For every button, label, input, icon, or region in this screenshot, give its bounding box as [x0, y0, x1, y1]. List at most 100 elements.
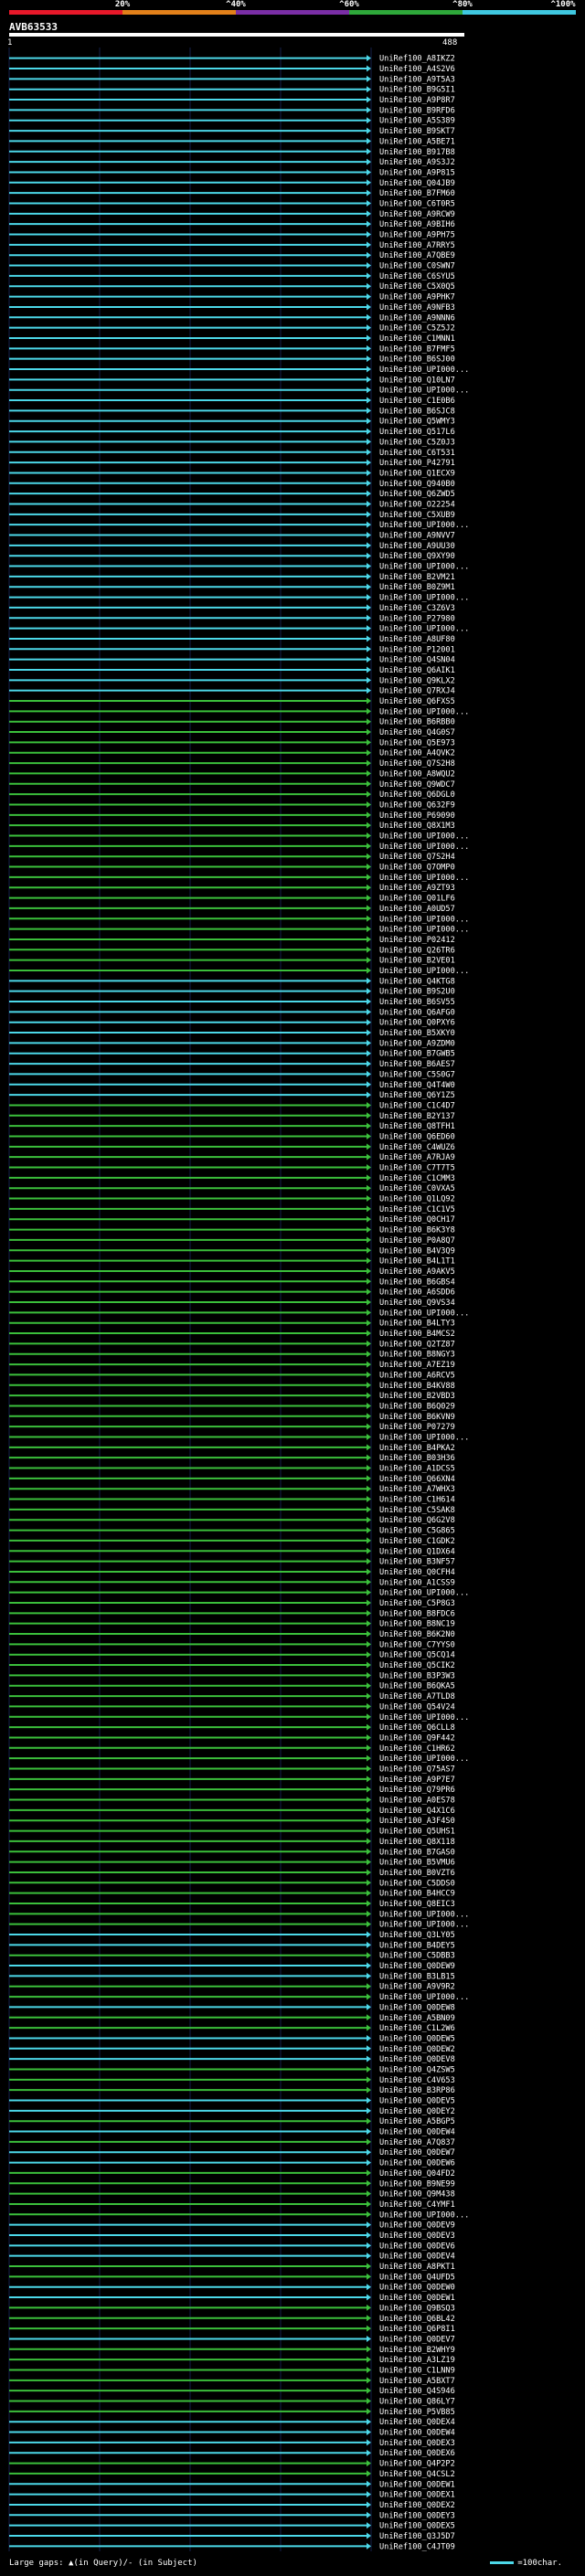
hit-label[interactable]: UniRef100_A9ZDM0	[379, 1039, 455, 1048]
hit-label[interactable]: UniRef100_B6SJ00	[379, 355, 455, 365]
hit-label[interactable]: UniRef100_UPI000...	[379, 874, 469, 883]
hit-label[interactable]: UniRef100_Q4UFD5	[379, 2273, 455, 2282]
hit-label[interactable]: UniRef100_Q0DEX6	[379, 2449, 455, 2458]
hit-label[interactable]: UniRef100_Q4X1C6	[379, 1807, 455, 1816]
hit-label[interactable]: UniRef100_O22254	[379, 500, 455, 509]
hit-label[interactable]: UniRef100_C1C4D7	[379, 1101, 455, 1110]
hit-label[interactable]: UniRef100_UPI000...	[379, 366, 469, 375]
hit-label[interactable]: UniRef100_B6Q029	[379, 1402, 455, 1411]
hit-label[interactable]: UniRef100_B6K2N0	[379, 1630, 455, 1639]
hit-label[interactable]: UniRef100_UPI000...	[379, 594, 469, 603]
hit-label[interactable]: UniRef100_Q0DEW9	[379, 1962, 455, 1971]
hit-label[interactable]: UniRef100_Q0DEW7	[379, 2148, 455, 2157]
hit-label[interactable]: UniRef100_B3P3W3	[379, 1671, 455, 1680]
hit-label[interactable]: UniRef100_A5S389	[379, 117, 455, 126]
hit-label[interactable]: UniRef100_Q9BSQ3	[379, 2304, 455, 2313]
hit-label[interactable]: UniRef100_B8NC19	[379, 1620, 455, 1629]
hit-label[interactable]: UniRef100_A9ZT93	[379, 884, 455, 893]
hit-label[interactable]: UniRef100_Q5WMY3	[379, 418, 455, 427]
hit-label[interactable]: UniRef100_Q6BL42	[379, 2315, 455, 2324]
hit-label[interactable]: UniRef100_B4LTY3	[379, 1320, 455, 1329]
hit-label[interactable]: UniRef100_Q0DEX4	[379, 2418, 455, 2427]
hit-label[interactable]: UniRef100_Q6Y1Z5	[379, 1091, 455, 1100]
hit-label[interactable]: UniRef100_Q8X118	[379, 1838, 455, 1847]
hit-label[interactable]: UniRef100_Q0DEW2	[379, 2045, 455, 2054]
hit-label[interactable]: UniRef100_B7FM60	[379, 189, 455, 198]
hit-label[interactable]: UniRef100_UPI000...	[379, 1921, 469, 1930]
hit-label[interactable]: UniRef100_C5S0G7	[379, 1070, 455, 1079]
hit-label[interactable]: UniRef100_Q0CFH4	[379, 1568, 455, 1577]
hit-label[interactable]: UniRef100_B6KVN9	[379, 1413, 455, 1422]
hit-label[interactable]: UniRef100_UPI000...	[379, 387, 469, 396]
hit-label[interactable]: UniRef100_B2Y137	[379, 1112, 455, 1121]
hit-label[interactable]: UniRef100_Q8X1M3	[379, 822, 455, 831]
hit-label[interactable]: UniRef100_Q6AFG0	[379, 1008, 455, 1017]
hit-label[interactable]: UniRef100_Q6ED60	[379, 1132, 455, 1141]
hit-label[interactable]: UniRef100_A1DCS5	[379, 1465, 455, 1474]
hit-label[interactable]: UniRef100_UPI000...	[379, 1309, 469, 1318]
hit-label[interactable]: UniRef100_C4YMF1	[379, 2200, 455, 2210]
hit-label[interactable]: UniRef100_B4V3Q9	[379, 1246, 455, 1256]
hit-label[interactable]: UniRef100_UPI000...	[379, 521, 469, 530]
hit-label[interactable]: UniRef100_UPI000...	[379, 707, 469, 716]
hit-label[interactable]: UniRef100_A7TLD8	[379, 1692, 455, 1701]
hit-label[interactable]: UniRef100_Q0DEV5	[379, 2097, 455, 2106]
hit-label[interactable]: UniRef100_A1CSS9	[379, 1578, 455, 1587]
hit-label[interactable]: UniRef100_A4QVK2	[379, 749, 455, 758]
hit-label[interactable]: UniRef100_Q4SN04	[379, 656, 455, 665]
hit-label[interactable]: UniRef100_Q0DEV7	[379, 2335, 455, 2344]
hit-label[interactable]: UniRef100_C5Z5J2	[379, 324, 455, 334]
hit-label[interactable]: UniRef100_B5XKY0	[379, 1029, 455, 1038]
hit-label[interactable]: UniRef100_Q0DEX3	[379, 2439, 455, 2448]
hit-label[interactable]: UniRef100_A9AKV5	[379, 1267, 455, 1277]
hit-label[interactable]: UniRef100_UPI000...	[379, 1910, 469, 1919]
hit-label[interactable]: UniRef100_B8FDC6	[379, 1609, 455, 1618]
hit-label[interactable]: UniRef100_C1HR62	[379, 1744, 455, 1754]
hit-label[interactable]: UniRef100_C5G865	[379, 1527, 455, 1536]
hit-label[interactable]: UniRef100_Q940B0	[379, 480, 455, 489]
hit-label[interactable]: UniRef100_C1GDK2	[379, 1537, 455, 1546]
hit-label[interactable]: UniRef100_A9PHK7	[379, 293, 455, 302]
hit-label[interactable]: UniRef100_A7RRY5	[379, 241, 455, 250]
hit-label[interactable]: UniRef100_A7WHX3	[379, 1485, 455, 1494]
hit-label[interactable]: UniRef100_UPI000...	[379, 1993, 469, 2002]
hit-label[interactable]: UniRef100_B3NF57	[379, 1558, 455, 1567]
hit-label[interactable]: UniRef100_Q0PXY6	[379, 1019, 455, 1028]
hit-label[interactable]: UniRef100_A8IKZ2	[379, 55, 455, 64]
hit-label[interactable]: UniRef100_A4S2V6	[379, 65, 455, 74]
hit-label[interactable]: UniRef100_B7GWB5	[379, 1050, 455, 1059]
hit-label[interactable]: UniRef100_B9G5I1	[379, 86, 455, 95]
hit-label[interactable]: UniRef100_Q0DEV3	[379, 2231, 455, 2241]
hit-label[interactable]: UniRef100_Q4T4W0	[379, 1081, 455, 1090]
hit-label[interactable]: UniRef100_C5DBB3	[379, 1952, 455, 1961]
hit-label[interactable]: UniRef100_C1MNN1	[379, 334, 455, 344]
hit-label[interactable]: UniRef100_UPI000...	[379, 967, 469, 976]
hit-label[interactable]: UniRef100_B6SJC8	[379, 407, 455, 416]
hit-label[interactable]: UniRef100_C0SWN7	[379, 262, 455, 271]
hit-label[interactable]: UniRef100_Q7S2H4	[379, 853, 455, 862]
hit-label[interactable]: UniRef100_B6K3Y8	[379, 1226, 455, 1235]
hit-label[interactable]: UniRef100_B4PKA2	[379, 1444, 455, 1453]
hit-label[interactable]: UniRef100_Q5CIK2	[379, 1661, 455, 1670]
hit-label[interactable]: UniRef100_Q04FD2	[379, 2169, 455, 2178]
hit-label[interactable]: UniRef100_A6RCV5	[379, 1371, 455, 1380]
hit-label[interactable]: UniRef100_B4L1T1	[379, 1257, 455, 1267]
hit-label[interactable]: UniRef100_Q6P8I1	[379, 2325, 455, 2334]
hit-label[interactable]: UniRef100_Q1ECX9	[379, 469, 455, 478]
hit-label[interactable]: UniRef100_B4HCC9	[379, 1890, 455, 1899]
hit-label[interactable]: UniRef100_C3Z6V3	[379, 604, 455, 613]
hit-label[interactable]: UniRef100_B4KV88	[379, 1382, 455, 1391]
hit-label[interactable]: UniRef100_UPI000...	[379, 1589, 469, 1598]
hit-label[interactable]: UniRef100_Q517L6	[379, 428, 455, 437]
hit-label[interactable]: UniRef100_B2VBD3	[379, 1392, 455, 1401]
hit-label[interactable]: UniRef100_UPI000...	[379, 563, 469, 572]
hit-label[interactable]: UniRef100_A7RJA9	[379, 1153, 455, 1162]
hit-label[interactable]: UniRef100_B0Z9M1	[379, 583, 455, 592]
hit-label[interactable]: UniRef100_P69090	[379, 811, 455, 821]
hit-label[interactable]: UniRef100_Q9KLX2	[379, 676, 455, 685]
hit-label[interactable]: UniRef100_A3LZ19	[379, 2356, 455, 2365]
hit-label[interactable]: UniRef100_C1LNN9	[379, 2366, 455, 2375]
hit-label[interactable]: UniRef100_A5BN09	[379, 2014, 455, 2023]
hit-label[interactable]: UniRef100_A8WQU2	[379, 769, 455, 779]
hit-label[interactable]: UniRef100_C0VXA5	[379, 1184, 455, 1193]
